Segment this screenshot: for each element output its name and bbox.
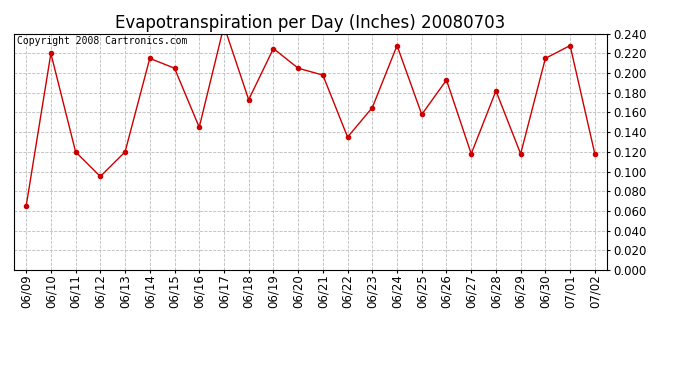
Title: Evapotranspiration per Day (Inches) 20080703: Evapotranspiration per Day (Inches) 2008… [115,14,506,32]
Text: Copyright 2008 Cartronics.com: Copyright 2008 Cartronics.com [17,36,187,46]
